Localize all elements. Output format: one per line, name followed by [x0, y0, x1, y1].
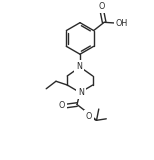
Text: N: N [78, 88, 84, 97]
Text: O: O [99, 2, 105, 11]
Text: O: O [86, 112, 92, 121]
Text: OH: OH [116, 19, 128, 28]
Text: N: N [76, 63, 82, 72]
Text: O: O [58, 101, 65, 110]
